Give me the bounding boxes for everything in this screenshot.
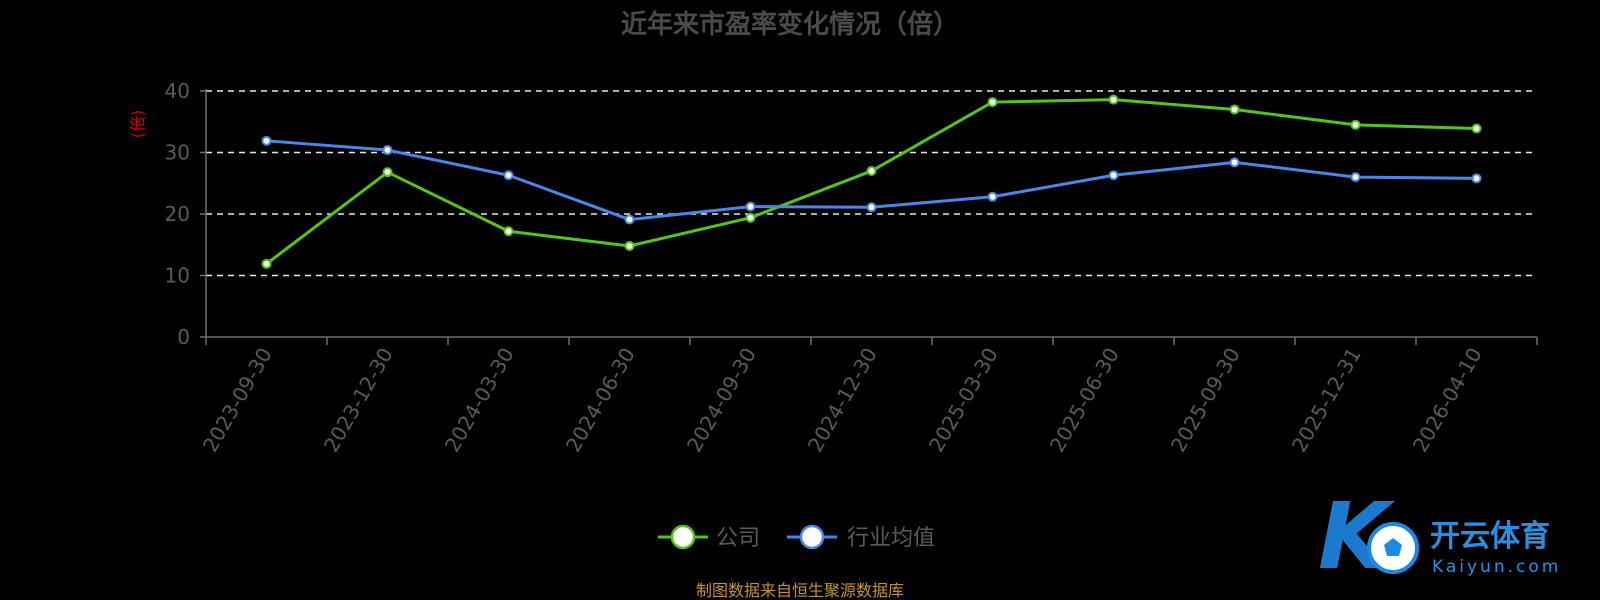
watermark-logo: K 开云体育 Kaiyun.com (1318, 483, 1561, 590)
legend-item-industry-average[interactable]: 行业均值 (787, 524, 935, 551)
data-point-s1-10[interactable] (1471, 173, 1482, 184)
watermark-url: Kaiyun.com (1432, 557, 1561, 577)
x-tick-label: 2025-09-30 (1166, 344, 1245, 457)
x-tick-label: 2026-04-10 (1408, 344, 1487, 457)
gridlines (206, 90, 1537, 277)
x-tick-label: 2025-06-30 (1045, 344, 1124, 457)
x-tick-label: 2025-12-31 (1287, 344, 1366, 457)
x-tick-label: 2024-12-30 (803, 344, 882, 457)
legend-company-marker (670, 524, 696, 550)
data-point-s0-10[interactable] (1471, 123, 1482, 134)
legend-industry-marker (799, 524, 825, 550)
data-point-s0-1[interactable] (382, 167, 393, 178)
y-tick-label: 0 (177, 325, 190, 349)
x-tick-label: 2023-09-30 (198, 344, 277, 457)
x-tick-label: 2025-03-30 (924, 344, 1003, 457)
data-point-s1-4[interactable] (745, 201, 756, 212)
x-tick-label: 2024-09-30 (682, 344, 761, 457)
x-tick-label: 2024-06-30 (561, 344, 640, 457)
data-point-s1-2[interactable] (503, 170, 514, 181)
y-tick-label: 10 (165, 264, 190, 288)
data-point-s0-0[interactable] (261, 258, 272, 269)
data-point-s0-6[interactable] (987, 97, 998, 108)
legend-industry-label: 行业均值 (847, 526, 935, 551)
chart-title: 近年来市盈率变化情况（倍） (621, 9, 959, 40)
series-lines (265, 98, 1477, 266)
series-line-0 (265, 98, 1477, 266)
data-point-s1-7[interactable] (1108, 170, 1119, 181)
data-point-s0-3[interactable] (624, 240, 635, 251)
soccer-ball-pattern (1384, 538, 1402, 556)
y-axis-unit-label: (倍) (128, 110, 147, 139)
data-point-s1-5[interactable] (866, 202, 877, 213)
x-tick-label: 2023-12-30 (319, 344, 398, 457)
legend-item-company[interactable]: 公司 (658, 524, 760, 551)
x-tick-label: 2024-03-30 (440, 344, 519, 457)
watermark-name: 开云体育 (1430, 519, 1550, 554)
data-point-s0-2[interactable] (503, 226, 514, 237)
data-point-s1-1[interactable] (382, 145, 393, 156)
data-point-s0-4[interactable] (745, 212, 756, 223)
data-source-note: 制图数据来自恒生聚源数据库 (696, 581, 904, 600)
data-point-s0-8[interactable] (1229, 104, 1240, 115)
y-tick-label: 30 (165, 141, 190, 165)
data-point-s0-7[interactable] (1108, 94, 1119, 105)
y-tick-label: 40 (165, 79, 190, 103)
legend-company-label: 公司 (716, 526, 760, 551)
axes: 0 10 20 30 40 2023-09-30 2023-12-30 2024-03-30 2… (165, 79, 1538, 457)
data-point-s1-6[interactable] (987, 191, 998, 202)
data-point-s0-5[interactable] (866, 165, 877, 176)
data-point-s1-9[interactable] (1350, 172, 1361, 183)
data-points (261, 94, 1482, 269)
data-point-s0-9[interactable] (1350, 119, 1361, 130)
y-tick-label: 20 (165, 202, 190, 226)
data-point-s1-8[interactable] (1229, 157, 1240, 168)
legend: 公司 行业均值 (658, 524, 935, 551)
data-point-s1-3[interactable] (624, 214, 635, 225)
data-point-s1-0[interactable] (261, 135, 272, 146)
